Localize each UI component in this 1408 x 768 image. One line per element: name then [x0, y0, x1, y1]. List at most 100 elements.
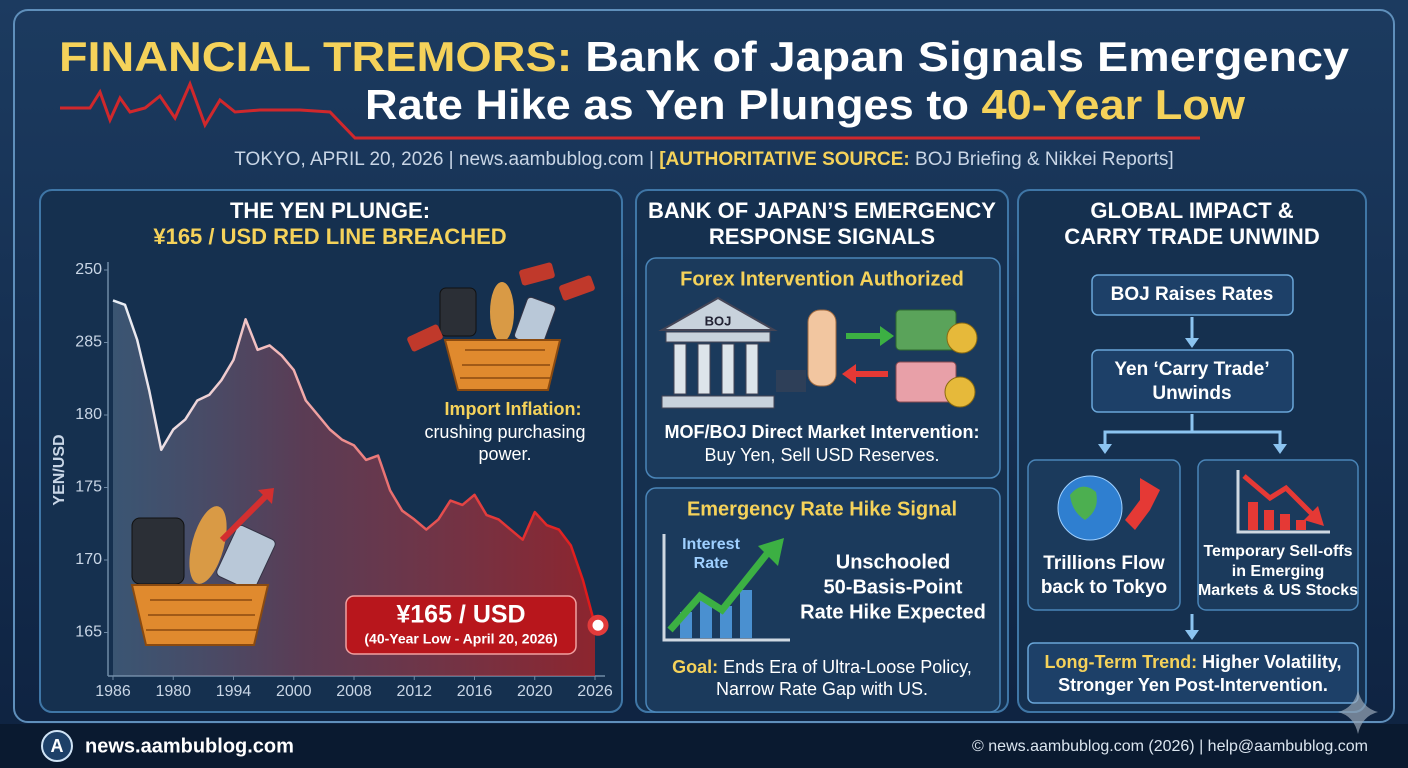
roof	[658, 296, 778, 331]
icon-label: BOJ	[705, 313, 732, 328]
trend-text: Stronger Yen Post-Intervention.	[1058, 675, 1328, 695]
effect-text: in Emerging	[1232, 563, 1324, 580]
flow-step: Unwinds	[1152, 383, 1231, 404]
goal-text: Narrow Rate Gap with US.	[716, 679, 928, 699]
price-tag	[519, 262, 555, 286]
dateline-text: BOJ Briefing & Nikkei Reports]	[915, 149, 1174, 170]
base	[661, 395, 775, 409]
y-tick-label: 285	[75, 334, 102, 351]
flow-box	[1027, 642, 1359, 704]
effect-text: back to Tokyo	[1041, 577, 1167, 598]
y-tick-label: 165	[75, 624, 102, 641]
y-tick-label: 175	[75, 479, 102, 496]
icon-axes	[1236, 470, 1330, 534]
bread	[490, 282, 514, 342]
price-tag	[407, 324, 443, 352]
icon-label: Rate	[694, 555, 729, 572]
card-text: Rate Hike Expected	[800, 601, 986, 623]
trend-text: Higher Volatility,	[1202, 652, 1341, 672]
footer-copyright: © news.aambublog.com (2026) | help@aambu…	[972, 738, 1368, 755]
coin	[946, 322, 978, 354]
globe-land	[1070, 486, 1097, 520]
boj-building-icon	[658, 296, 778, 409]
basket-weave	[146, 599, 258, 631]
sparkle	[1338, 690, 1378, 734]
y-tick-label: 170	[75, 551, 102, 568]
panel-subtitle: ¥165 / USD RED LINE BREACHED	[153, 224, 506, 249]
effect-text: Trillions Flow	[1043, 553, 1165, 574]
price-tag	[559, 275, 595, 301]
y-tick-label: 180	[75, 406, 102, 423]
goal-heading: Goal:	[672, 657, 718, 677]
x-tick-label: 2020	[517, 683, 553, 700]
y-axis-label: YEN/USD	[51, 434, 68, 505]
card-title: Emergency Rate Hike Signal	[687, 498, 957, 520]
annotation-text: crushing purchasing	[424, 422, 585, 442]
title-text: Rate Hike as Yen Plunges to	[365, 81, 969, 128]
barrel	[131, 517, 185, 585]
title-text: Bank of Japan Signals Emergency	[585, 33, 1349, 80]
phone	[216, 524, 276, 592]
panel-title: THE YEN PLUNGE:	[230, 198, 430, 223]
dollar-stack	[895, 309, 957, 351]
card-text: 50-Basis-Point	[824, 576, 963, 598]
title-highlight: 40-Year Low	[981, 81, 1245, 128]
footer-site: news.aambublog.com	[85, 735, 294, 757]
icon-bar	[1280, 514, 1290, 530]
title-line: Rate Hike as Yen Plunges to 40-Year Low	[365, 81, 1245, 128]
frame	[13, 9, 1395, 723]
japan-icon	[1125, 478, 1160, 530]
basket-weave	[460, 349, 552, 379]
panel-title: GLOBAL IMPACT &	[1090, 198, 1293, 223]
column	[745, 343, 759, 395]
x-tick-label: 1980	[155, 683, 191, 700]
entablature	[665, 331, 771, 343]
trend-heading: Long-Term Trend:	[1044, 652, 1197, 672]
flow-box	[1091, 349, 1294, 413]
flow-step: Yen ‘Carry Trade’	[1114, 359, 1269, 380]
x-tick-label: 2026	[577, 683, 613, 700]
dateline-highlight: [AUTHORITATIVE SOURCE:	[659, 149, 910, 170]
callout-box	[345, 595, 577, 655]
icon-bar	[1296, 520, 1306, 530]
x-tick-label: 1986	[95, 683, 131, 700]
panel-title: RESPONSE SIGNALS	[709, 224, 935, 249]
flow-step: BOJ Raises Rates	[1111, 284, 1274, 305]
rate-chart-icon	[662, 534, 790, 642]
flow-branch	[1103, 414, 1282, 446]
flow-box	[1091, 274, 1294, 316]
column	[697, 343, 711, 395]
arrow-head	[880, 326, 894, 346]
icon-label: Interest	[682, 536, 740, 553]
callout-value: ¥165 / USD	[396, 601, 525, 629]
column	[673, 343, 687, 395]
footer-bar	[0, 724, 1408, 768]
title-line: FINANCIAL TREMORS: Bank of Japan Signals…	[59, 33, 1350, 80]
x-tick-label: 2008	[336, 683, 372, 700]
column	[721, 343, 735, 395]
goal-line: Goal: Ends Era of Ultra-Loose Policy,	[672, 657, 972, 677]
logo-letter: A	[51, 736, 64, 756]
y-tick-label: 250	[75, 261, 102, 278]
arrow-head	[842, 364, 856, 384]
barrel	[439, 287, 477, 337]
x-tick-label: 2016	[457, 683, 493, 700]
arrow-head	[758, 538, 784, 566]
icon-trend	[1242, 474, 1316, 518]
icon-axes	[662, 534, 790, 642]
arrow-head	[1185, 630, 1199, 640]
dateline: TOKYO, APRIL 20, 2026 | news.aambublog.c…	[234, 149, 1173, 170]
effect-text: Markets & US Stocks	[1198, 582, 1358, 599]
dateline-text: TOKYO, APRIL 20, 2026 | news.aambublog.c…	[234, 149, 654, 170]
annotation-heading: Import Inflation:	[445, 399, 582, 419]
x-tick-label: 2000	[276, 683, 312, 700]
arrow-head	[1304, 506, 1324, 526]
icon-trend	[667, 547, 773, 633]
annotation-text: power.	[478, 444, 531, 464]
pulse-line	[60, 79, 1200, 140]
card-title: Forex Intervention Authorized	[680, 268, 964, 290]
x-tick-label: 2012	[396, 683, 432, 700]
panel-title: CARRY TRADE UNWIND	[1064, 224, 1319, 249]
import-basket-icon	[130, 488, 276, 646]
